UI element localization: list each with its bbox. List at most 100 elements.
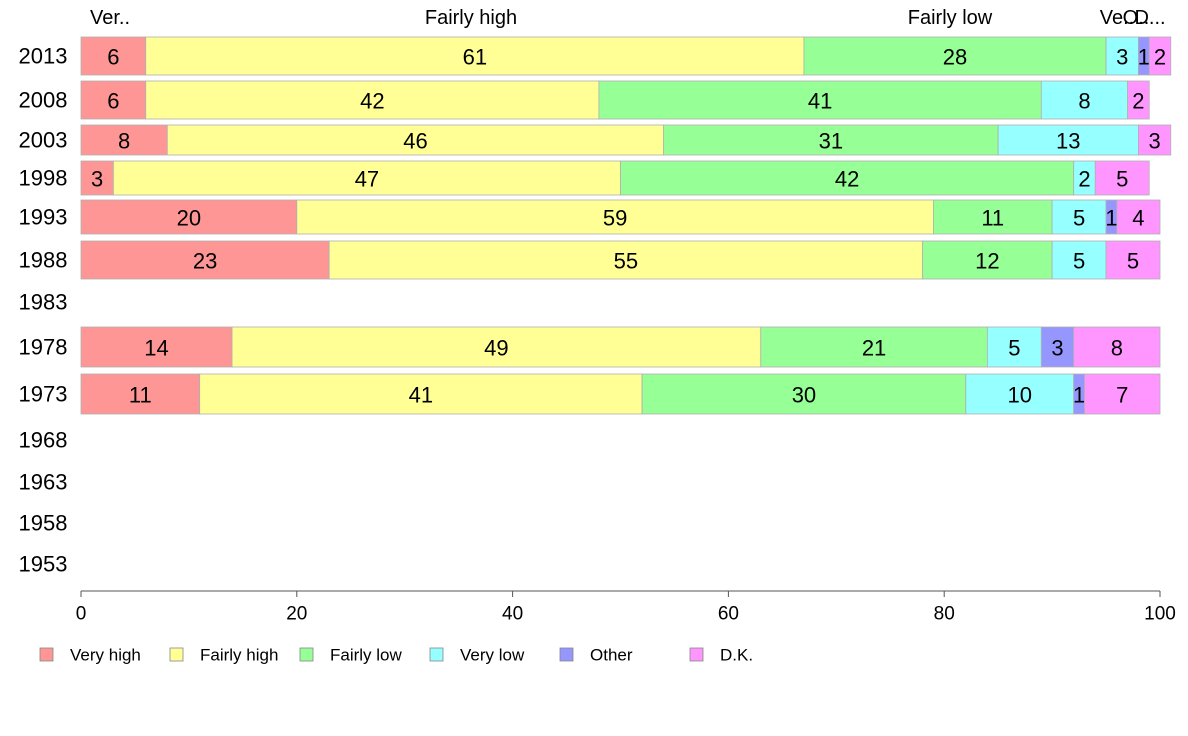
- bar-segment: [1051, 240, 1107, 280]
- top-series-label: D...: [1134, 7, 1165, 29]
- top-series-label: Ve..: [1100, 7, 1134, 29]
- data-label: 5: [1073, 206, 1085, 231]
- category-label: 1963: [19, 470, 68, 495]
- data-label: 47: [355, 167, 379, 192]
- data-label: 7: [1116, 383, 1128, 408]
- category-label: 2003: [19, 128, 68, 153]
- bar-segment: [1040, 80, 1129, 120]
- bar-segment: [598, 80, 1042, 120]
- data-label: 1: [1105, 206, 1117, 231]
- legend-label: Very high: [70, 646, 141, 665]
- legend-swatch: [429, 647, 444, 662]
- category-label: 1993: [19, 205, 68, 230]
- legend-label: Other: [590, 646, 633, 665]
- bar-segment: [1051, 199, 1107, 235]
- data-label: 3: [1051, 336, 1063, 361]
- bar-segment: [80, 373, 201, 415]
- data-label: 42: [360, 89, 384, 114]
- top-series-label: Ver..: [90, 7, 130, 29]
- data-label: 28: [943, 45, 967, 70]
- data-label: 3: [1116, 45, 1128, 70]
- bar-segment: [760, 326, 988, 368]
- data-label: 6: [107, 89, 119, 114]
- bar-segment: [1127, 80, 1150, 120]
- legend-label: Fairly low: [330, 646, 403, 665]
- data-label: 2: [1132, 89, 1144, 114]
- x-tick-label: 60: [718, 604, 739, 625]
- data-label: 42: [835, 167, 859, 192]
- bar-segment: [328, 240, 924, 280]
- bar-segment: [965, 373, 1075, 415]
- data-label: 46: [403, 129, 427, 154]
- data-label: 14: [144, 336, 168, 361]
- data-label: 61: [463, 45, 487, 70]
- data-label: 12: [975, 249, 999, 274]
- category-label: 1983: [19, 290, 68, 315]
- data-label: 59: [603, 206, 627, 231]
- bar-segment: [231, 326, 762, 368]
- bar-segment: [1094, 160, 1150, 196]
- data-label: 41: [409, 383, 433, 408]
- category-label: 1998: [19, 166, 68, 191]
- data-label: 10: [1007, 383, 1031, 408]
- bar-segment: [620, 160, 1075, 196]
- bar-segment: [933, 199, 1053, 235]
- bar-segment: [997, 124, 1139, 156]
- data-label: 41: [808, 89, 832, 114]
- data-label: 11: [981, 206, 1004, 231]
- bar-segment: [199, 373, 643, 415]
- legend-swatch: [689, 647, 704, 662]
- data-label: 2: [1154, 45, 1166, 70]
- bar-segment: [1116, 199, 1161, 235]
- data-label: 11: [129, 383, 152, 408]
- data-label: 5: [1073, 249, 1085, 274]
- bar-segment: [80, 199, 298, 235]
- data-label: 21: [862, 336, 886, 361]
- bar-segment: [1073, 326, 1161, 368]
- data-label: 4: [1132, 206, 1144, 231]
- bar-segment: [1148, 36, 1172, 76]
- top-series-label: O..: [1123, 7, 1150, 29]
- bar-segment: [166, 124, 665, 156]
- category-label: 1968: [19, 428, 68, 453]
- legend-swatch: [39, 647, 54, 662]
- data-label: 20: [177, 206, 201, 231]
- data-label: 3: [91, 167, 103, 192]
- data-label: 31: [819, 129, 843, 154]
- category-label: 2013: [19, 44, 68, 69]
- legend-label: Fairly high: [200, 646, 278, 665]
- data-label: 13: [1056, 129, 1080, 154]
- bar-segment: [112, 160, 621, 196]
- bar-segment: [80, 160, 114, 196]
- data-label: 30: [792, 383, 816, 408]
- data-label: 5: [1127, 249, 1139, 274]
- data-label: 8: [118, 129, 130, 154]
- bar-segment: [986, 326, 1042, 368]
- category-label: 1978: [19, 335, 68, 360]
- top-series-label: Fairly low: [908, 7, 993, 29]
- data-label: 2: [1078, 167, 1090, 192]
- x-tick-label: 20: [286, 604, 307, 625]
- top-series-label: Fairly high: [425, 7, 517, 29]
- bar-segment: [80, 240, 330, 280]
- data-label: 49: [484, 336, 508, 361]
- x-tick-label: 100: [1144, 604, 1176, 625]
- bar-segment: [1105, 36, 1139, 76]
- bar-segment: [296, 199, 934, 235]
- bar-segment: [1040, 326, 1075, 368]
- data-label: 8: [1111, 336, 1123, 361]
- legend-swatch: [169, 647, 184, 662]
- data-label: 23: [193, 249, 217, 274]
- bar-segment: [803, 36, 1107, 76]
- data-label: 1: [1073, 383, 1085, 408]
- bar-segment: [80, 124, 168, 156]
- legend-swatch: [299, 647, 314, 662]
- bar-segment: [145, 80, 600, 120]
- bar-segment: [1105, 240, 1161, 280]
- category-label: 1953: [19, 552, 68, 577]
- x-tick-label: 40: [502, 604, 523, 625]
- category-label: 1988: [19, 248, 68, 273]
- legend-label: D.K.: [720, 646, 753, 665]
- data-label: 1: [1138, 45, 1150, 70]
